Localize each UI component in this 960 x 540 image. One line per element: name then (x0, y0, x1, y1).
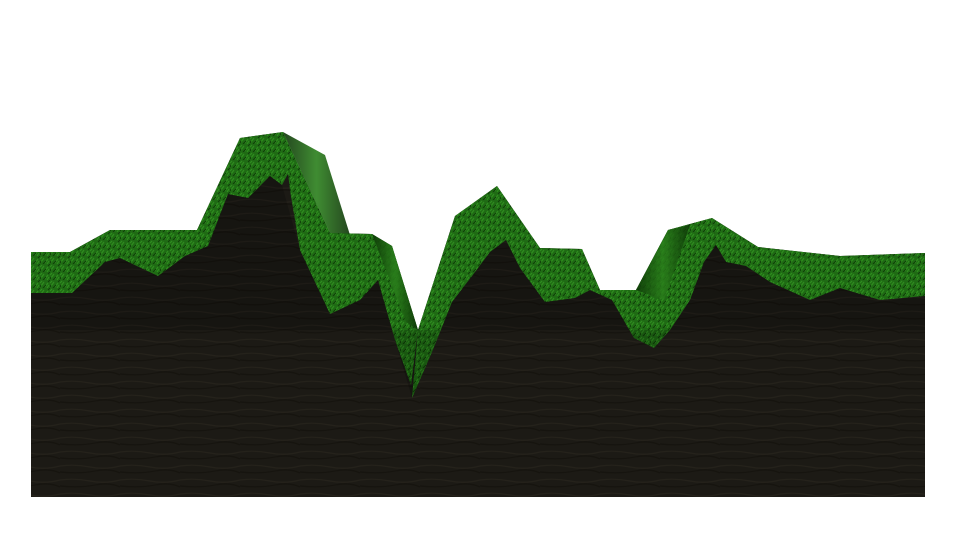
grass-layer (31, 132, 290, 293)
grass-slope-1 (283, 132, 418, 385)
grass-ridge-3 (636, 225, 690, 300)
soil-shadow (31, 176, 925, 398)
grass-ridge-2 (372, 234, 418, 330)
grass-slope-3 (712, 218, 925, 300)
grass-ridge-1 (283, 132, 350, 235)
grass-slope-2 (412, 186, 716, 398)
